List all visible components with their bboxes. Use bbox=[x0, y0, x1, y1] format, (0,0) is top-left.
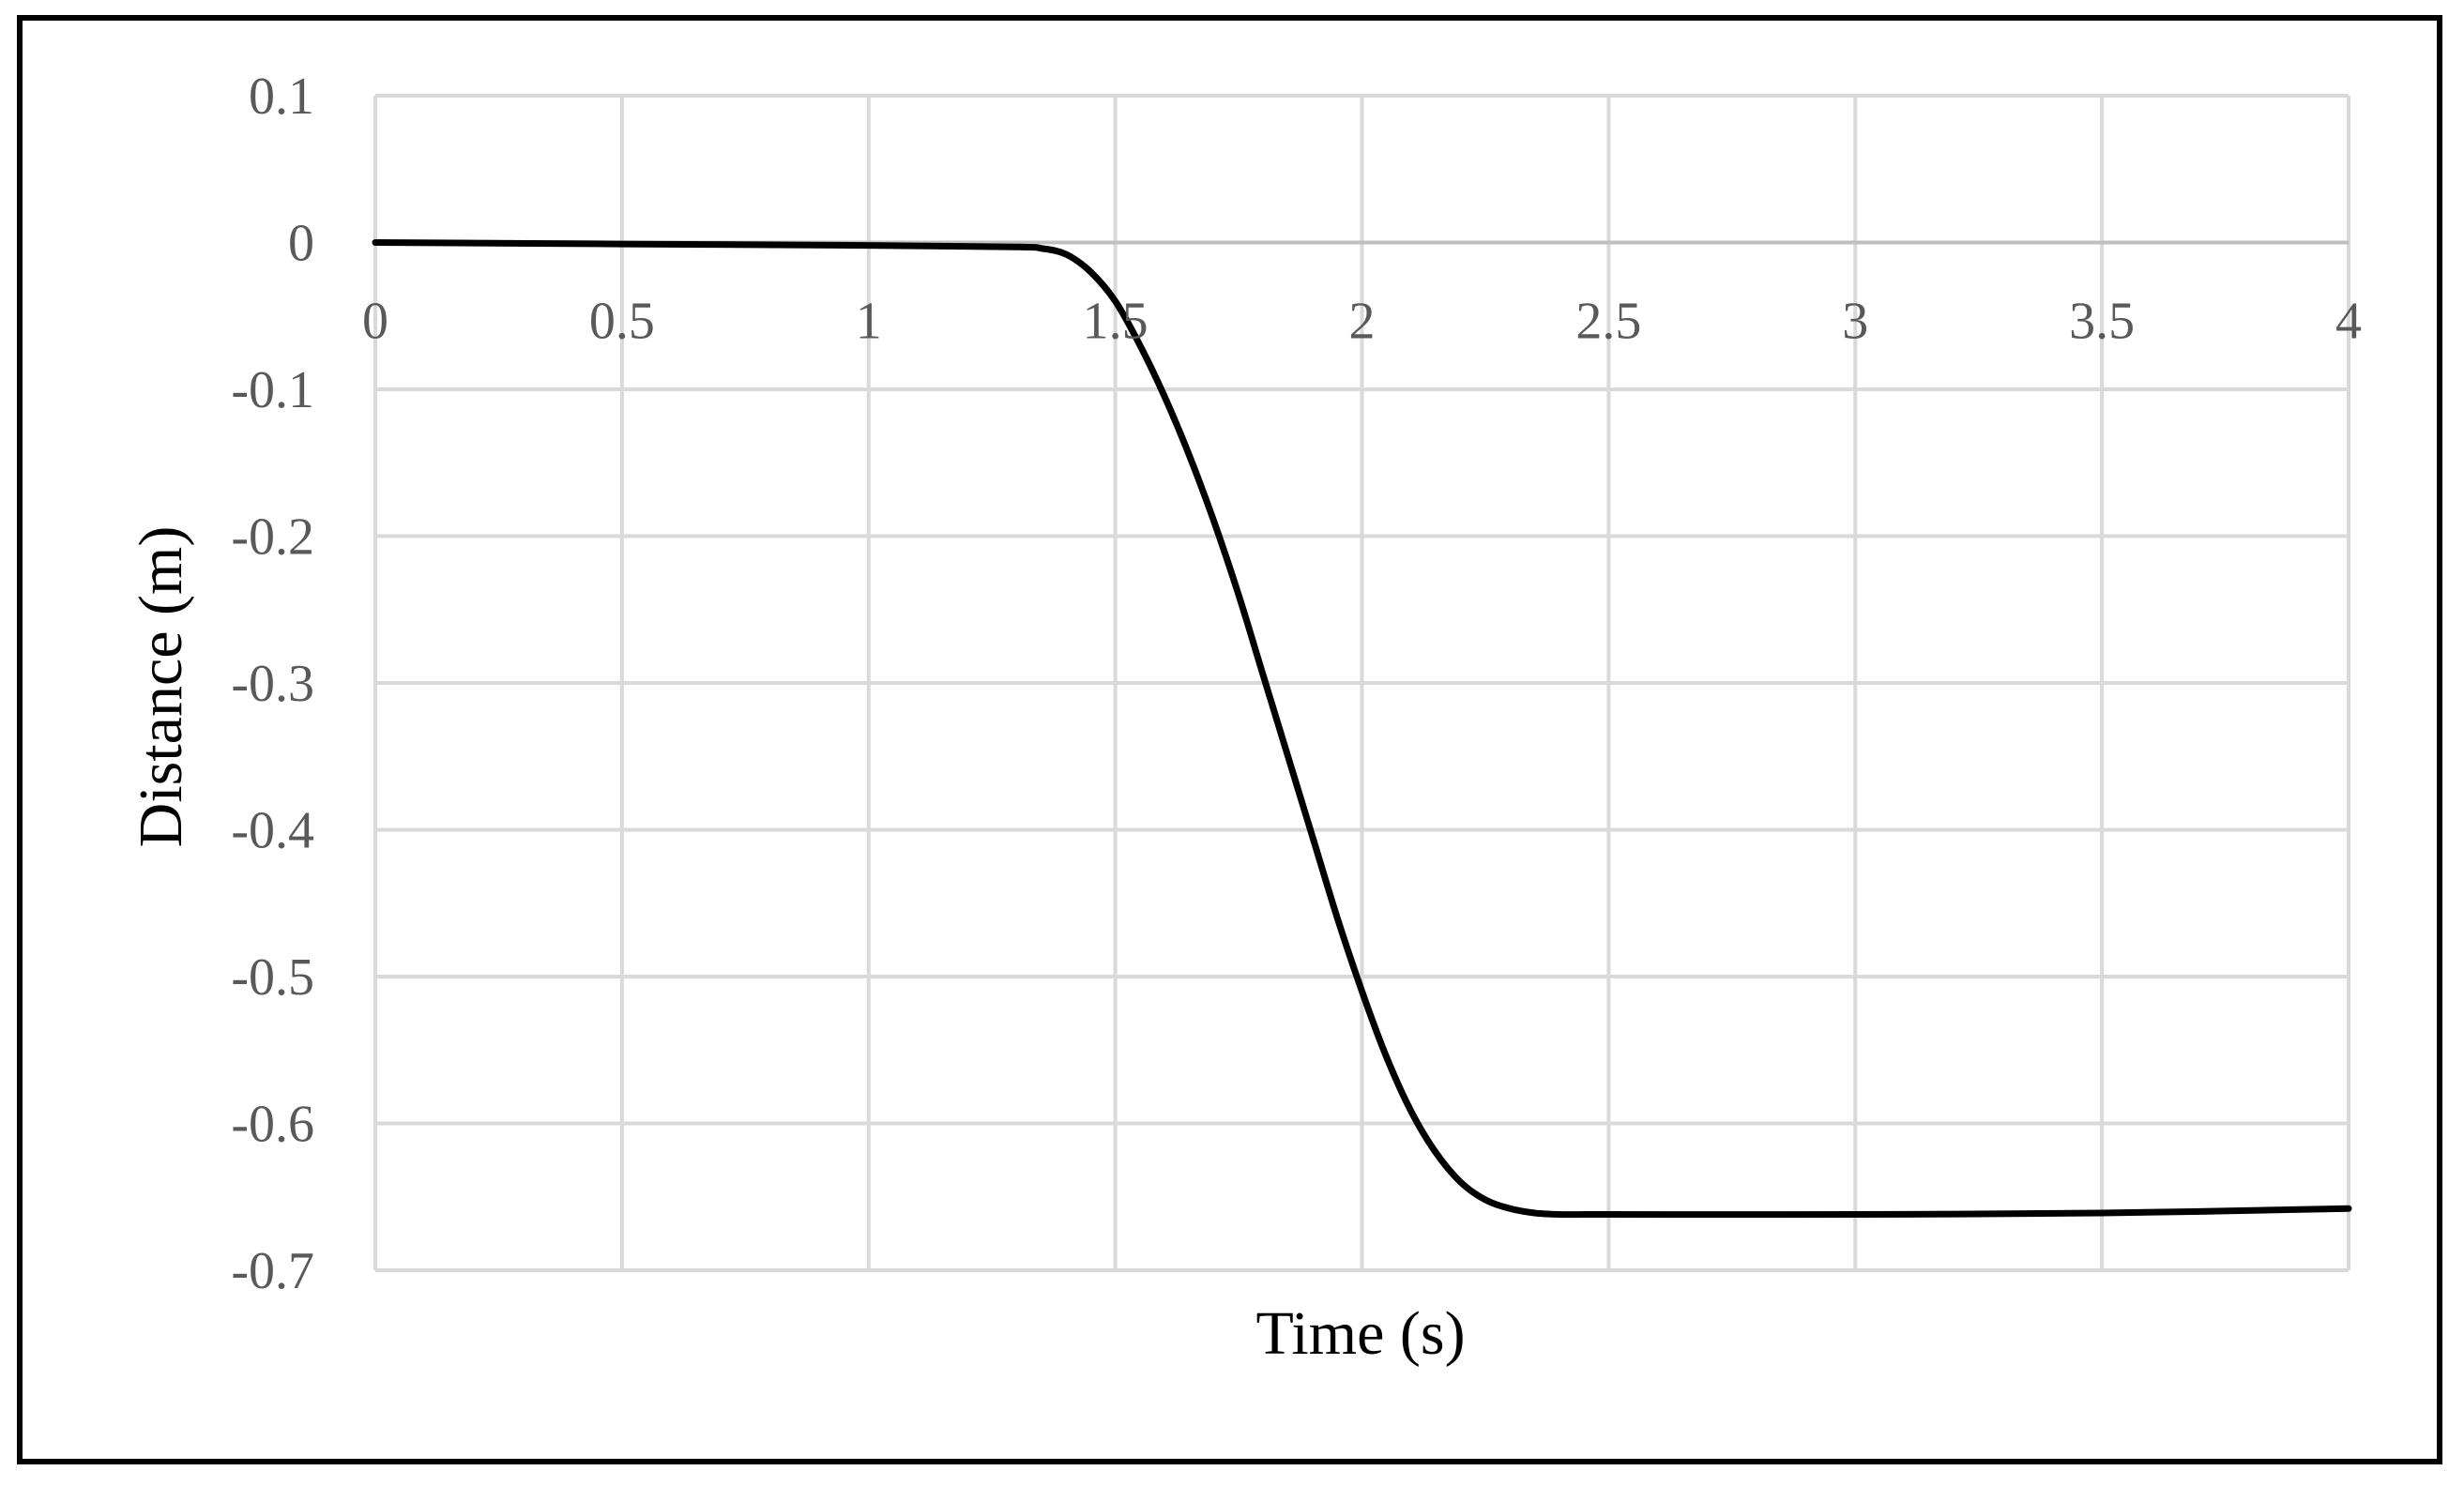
x-tick-label: 2 bbox=[1349, 293, 1376, 351]
y-tick-label: -0.5 bbox=[231, 948, 314, 1007]
x-tick-label: 4 bbox=[2335, 293, 2362, 351]
y-tick-label: -0.2 bbox=[231, 508, 314, 567]
chart-frame bbox=[17, 15, 2442, 1464]
grid-lines bbox=[373, 94, 2350, 1272]
x-tick-label: 3 bbox=[1842, 293, 1868, 351]
x-tick-label: 0.5 bbox=[589, 293, 655, 351]
y-tick-label: 0 bbox=[288, 215, 314, 273]
x-axis-title: Time (s) bbox=[1255, 1299, 1465, 1368]
series-layer bbox=[372, 239, 2352, 1219]
x-tick-label: 2.5 bbox=[1575, 293, 1641, 351]
y-tick-label: 0.1 bbox=[249, 68, 314, 126]
y-tick-label: -0.4 bbox=[231, 802, 314, 860]
x-tick-label: 3.5 bbox=[2069, 293, 2135, 351]
x-tick-label: 1.5 bbox=[1083, 293, 1148, 351]
y-axis-title: Distance (m) bbox=[127, 526, 195, 848]
x-tick-labels: 0 0.5 1 1.5 2 2.5 3 3.5 4 bbox=[362, 293, 2362, 351]
x-tick-label: 0 bbox=[362, 293, 388, 351]
y-tick-label: -0.3 bbox=[231, 655, 314, 713]
series-line bbox=[372, 239, 2352, 1219]
y-tick-labels: 0.1 0 -0.1 -0.2 -0.3 -0.4 -0.5 -0.6 -0.7 bbox=[231, 68, 314, 1300]
y-tick-label: -0.6 bbox=[231, 1096, 314, 1154]
x-tick-label: 1 bbox=[856, 293, 882, 351]
y-tick-label: -0.7 bbox=[231, 1242, 314, 1300]
y-tick-label: -0.1 bbox=[231, 361, 314, 419]
